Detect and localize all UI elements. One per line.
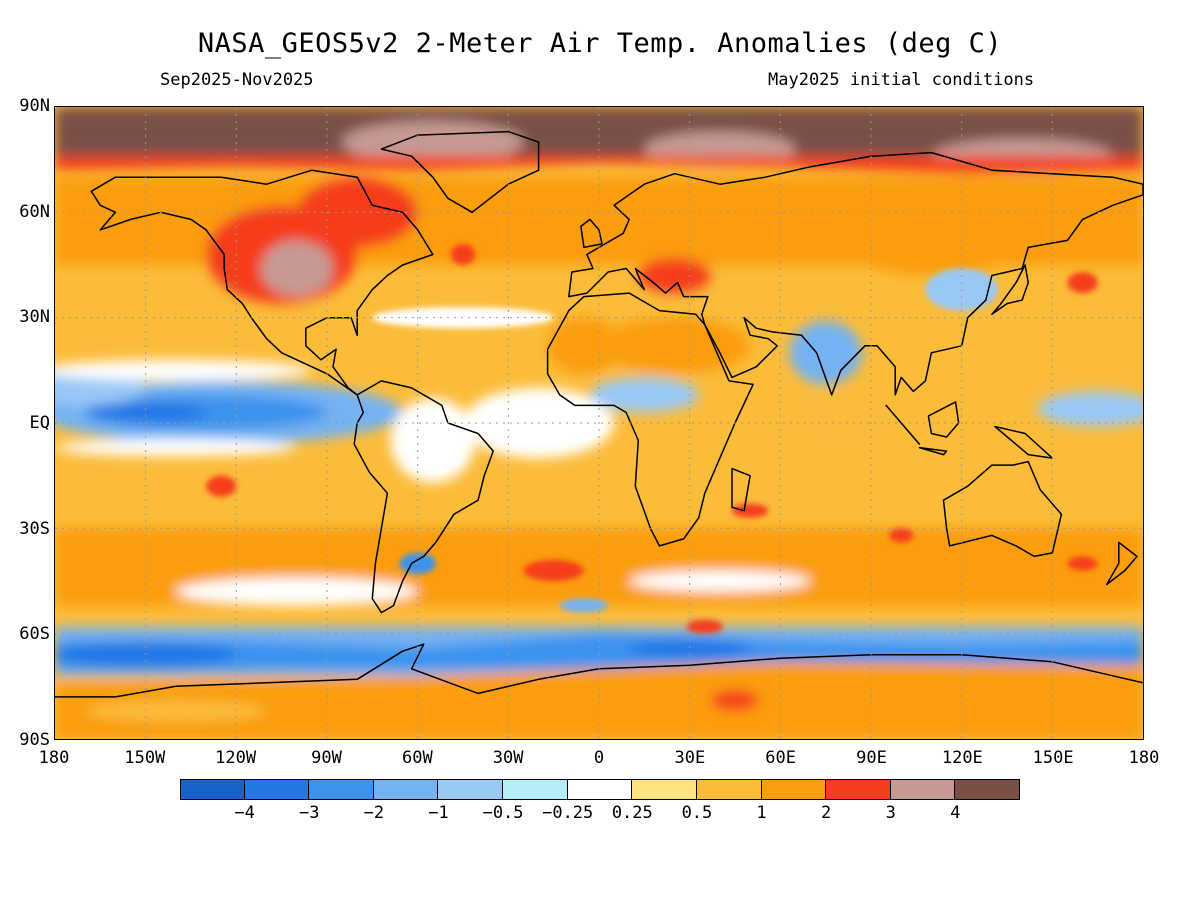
- coastline-shape: [991, 264, 1029, 315]
- colorbar-label: −0.5: [482, 803, 524, 823]
- lon-tick-label: 120E: [941, 748, 983, 768]
- colorbar-label: 2: [821, 803, 832, 823]
- anomaly-patch: [260, 240, 334, 297]
- anomaly-patch: [599, 317, 751, 374]
- colorbar-swatch: [567, 779, 633, 800]
- initial-conditions: May2025 initial conditions: [768, 70, 1035, 90]
- colorbar-label: 0.25: [611, 803, 653, 823]
- coastline-shape: [731, 467, 751, 512]
- coastline-shape: [90, 169, 434, 396]
- colorbar-label: −1: [428, 803, 449, 823]
- colorbar-label: 3: [885, 803, 896, 823]
- colorbar-swatch: [438, 779, 504, 800]
- anomaly-patch: [1067, 556, 1098, 571]
- lat-tick-label: 90N: [19, 96, 50, 116]
- colorbar-label: −0.25: [542, 803, 594, 823]
- anomaly-patch: [175, 577, 418, 606]
- lon-tick-label: 90W: [311, 748, 342, 768]
- anomaly-patch: [342, 121, 524, 164]
- lon-tick-label: 120W: [215, 748, 257, 768]
- anomaly-patch: [1067, 272, 1098, 294]
- lon-tick-label: 0: [593, 748, 605, 768]
- colorbar-label: 4: [950, 803, 961, 823]
- anomaly-patch: [390, 398, 476, 483]
- graticule: [55, 107, 1143, 739]
- anomaly-patch: [629, 570, 811, 592]
- colorbar-label: 0.5: [681, 803, 713, 823]
- coastline-shape: [580, 218, 603, 249]
- lon-tick-label: 30W: [492, 748, 524, 768]
- anomaly-patch: [589, 377, 699, 413]
- coastlines: [55, 130, 1143, 698]
- anomaly-patch: [825, 184, 947, 227]
- colorbar-swatch: [955, 779, 1020, 800]
- anomaly-patch: [55, 359, 312, 381]
- anomaly-patch: [523, 559, 584, 581]
- colorbar-label: −2: [363, 803, 385, 823]
- arctic-rim-warm: [55, 156, 1143, 174]
- anomaly-patch: [450, 243, 476, 265]
- anomaly-patch: [889, 528, 914, 543]
- anomaly-patch: [1037, 391, 1143, 427]
- lon-tick-label: 150E: [1032, 748, 1074, 768]
- anomaly-patch: [559, 598, 609, 613]
- colorbar-swatch: [180, 779, 245, 800]
- anomaly-patch: [731, 503, 769, 518]
- colorbar-label: −4: [234, 803, 255, 823]
- colorbar-swatch: [761, 779, 827, 800]
- lat-tick-label: 30N: [19, 307, 50, 328]
- coastline-shape: [885, 404, 921, 445]
- anomaly-patch: [85, 700, 267, 722]
- colorbar-swatch: [244, 779, 310, 800]
- colorbar-swatch: [826, 779, 891, 800]
- anomaly-patch: [710, 689, 760, 711]
- anomaly-map: [54, 106, 1144, 740]
- lon-tick-label: 150W: [124, 748, 166, 768]
- coastline-shape: [546, 292, 754, 547]
- lat-tick-label: 30S: [19, 518, 50, 539]
- anomaly-patch: [638, 257, 711, 294]
- lat-tick-label: 60S: [19, 624, 50, 645]
- coastline-shape: [55, 643, 1143, 698]
- anomaly-patch: [686, 619, 723, 634]
- lon-tick-label: 30E: [674, 748, 706, 768]
- anomaly-patch: [789, 321, 862, 385]
- colorbar-swatch: [632, 779, 697, 800]
- lon-tick-label: 90E: [856, 748, 887, 768]
- anomaly-patch: [55, 438, 297, 457]
- lat-tick-label: EQ: [29, 413, 50, 433]
- lon-tick-label: 60W: [401, 748, 433, 768]
- lon-tick-label: 180: [38, 748, 70, 768]
- colorbar-swatch: [696, 779, 762, 800]
- lat-tick-label: 60N: [19, 201, 50, 222]
- coastline-shape: [1105, 541, 1138, 586]
- chart-title: NASA_GEOS5v2 2-Meter Air Temp. Anomalies…: [197, 28, 1003, 59]
- colorbar-swatch: [373, 779, 439, 800]
- colorbar-label: −3: [298, 803, 320, 823]
- anomaly-patch: [85, 401, 207, 423]
- colorbar-label: 1: [756, 803, 767, 823]
- anomaly-patch: [206, 475, 237, 497]
- lon-tick-label: 60E: [765, 748, 797, 768]
- lat-tick-label: 90S: [19, 730, 50, 750]
- lon-tick-label: 180: [1128, 748, 1160, 768]
- anomaly-patch: [547, 317, 621, 374]
- colorbar-swatch: [890, 779, 956, 800]
- coastline-shape: [918, 446, 948, 456]
- colorbar: [180, 779, 1020, 800]
- forecast-period: Sep2025-Nov2025: [160, 70, 314, 90]
- coastline-shape: [927, 401, 960, 438]
- colorbar-swatch: [503, 779, 568, 800]
- colorbar-swatch: [309, 779, 374, 800]
- coastline-shape: [942, 460, 1063, 558]
- coastline-shape: [568, 151, 1143, 396]
- map-canvas: [55, 107, 1143, 739]
